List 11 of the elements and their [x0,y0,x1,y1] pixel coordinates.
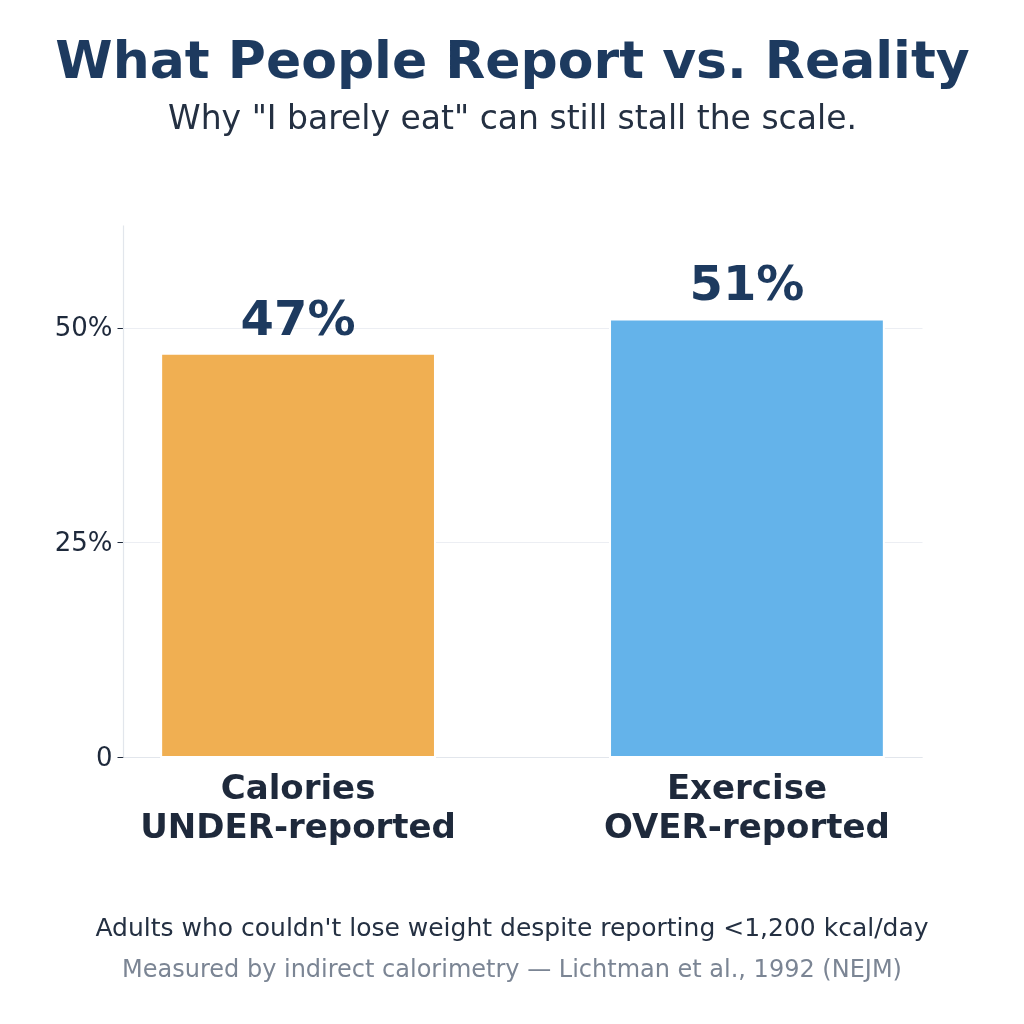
y-tick-label: 25% [54,526,113,557]
y-tick-label: 50% [54,312,113,343]
chart-title: What People Report vs. Reality [55,30,970,90]
x-tick-label: Exercise OVER-reported [604,766,890,846]
text: Measured by indirect calorimetry — Lichtman et al., 1992 (NEJM) [121,955,903,983]
chart-subtitle: Why "I barely eat" can still stall the scale. [168,98,857,137]
y-tick-label: 0 [95,741,113,772]
data-label: 47% [240,289,356,346]
data-label: 51% [689,255,805,312]
text: Adults who couldn't lose weight despite reporting <1,200 kcal/day [94,913,930,942]
x-tick-label: Calories UNDER-reported [140,766,456,846]
